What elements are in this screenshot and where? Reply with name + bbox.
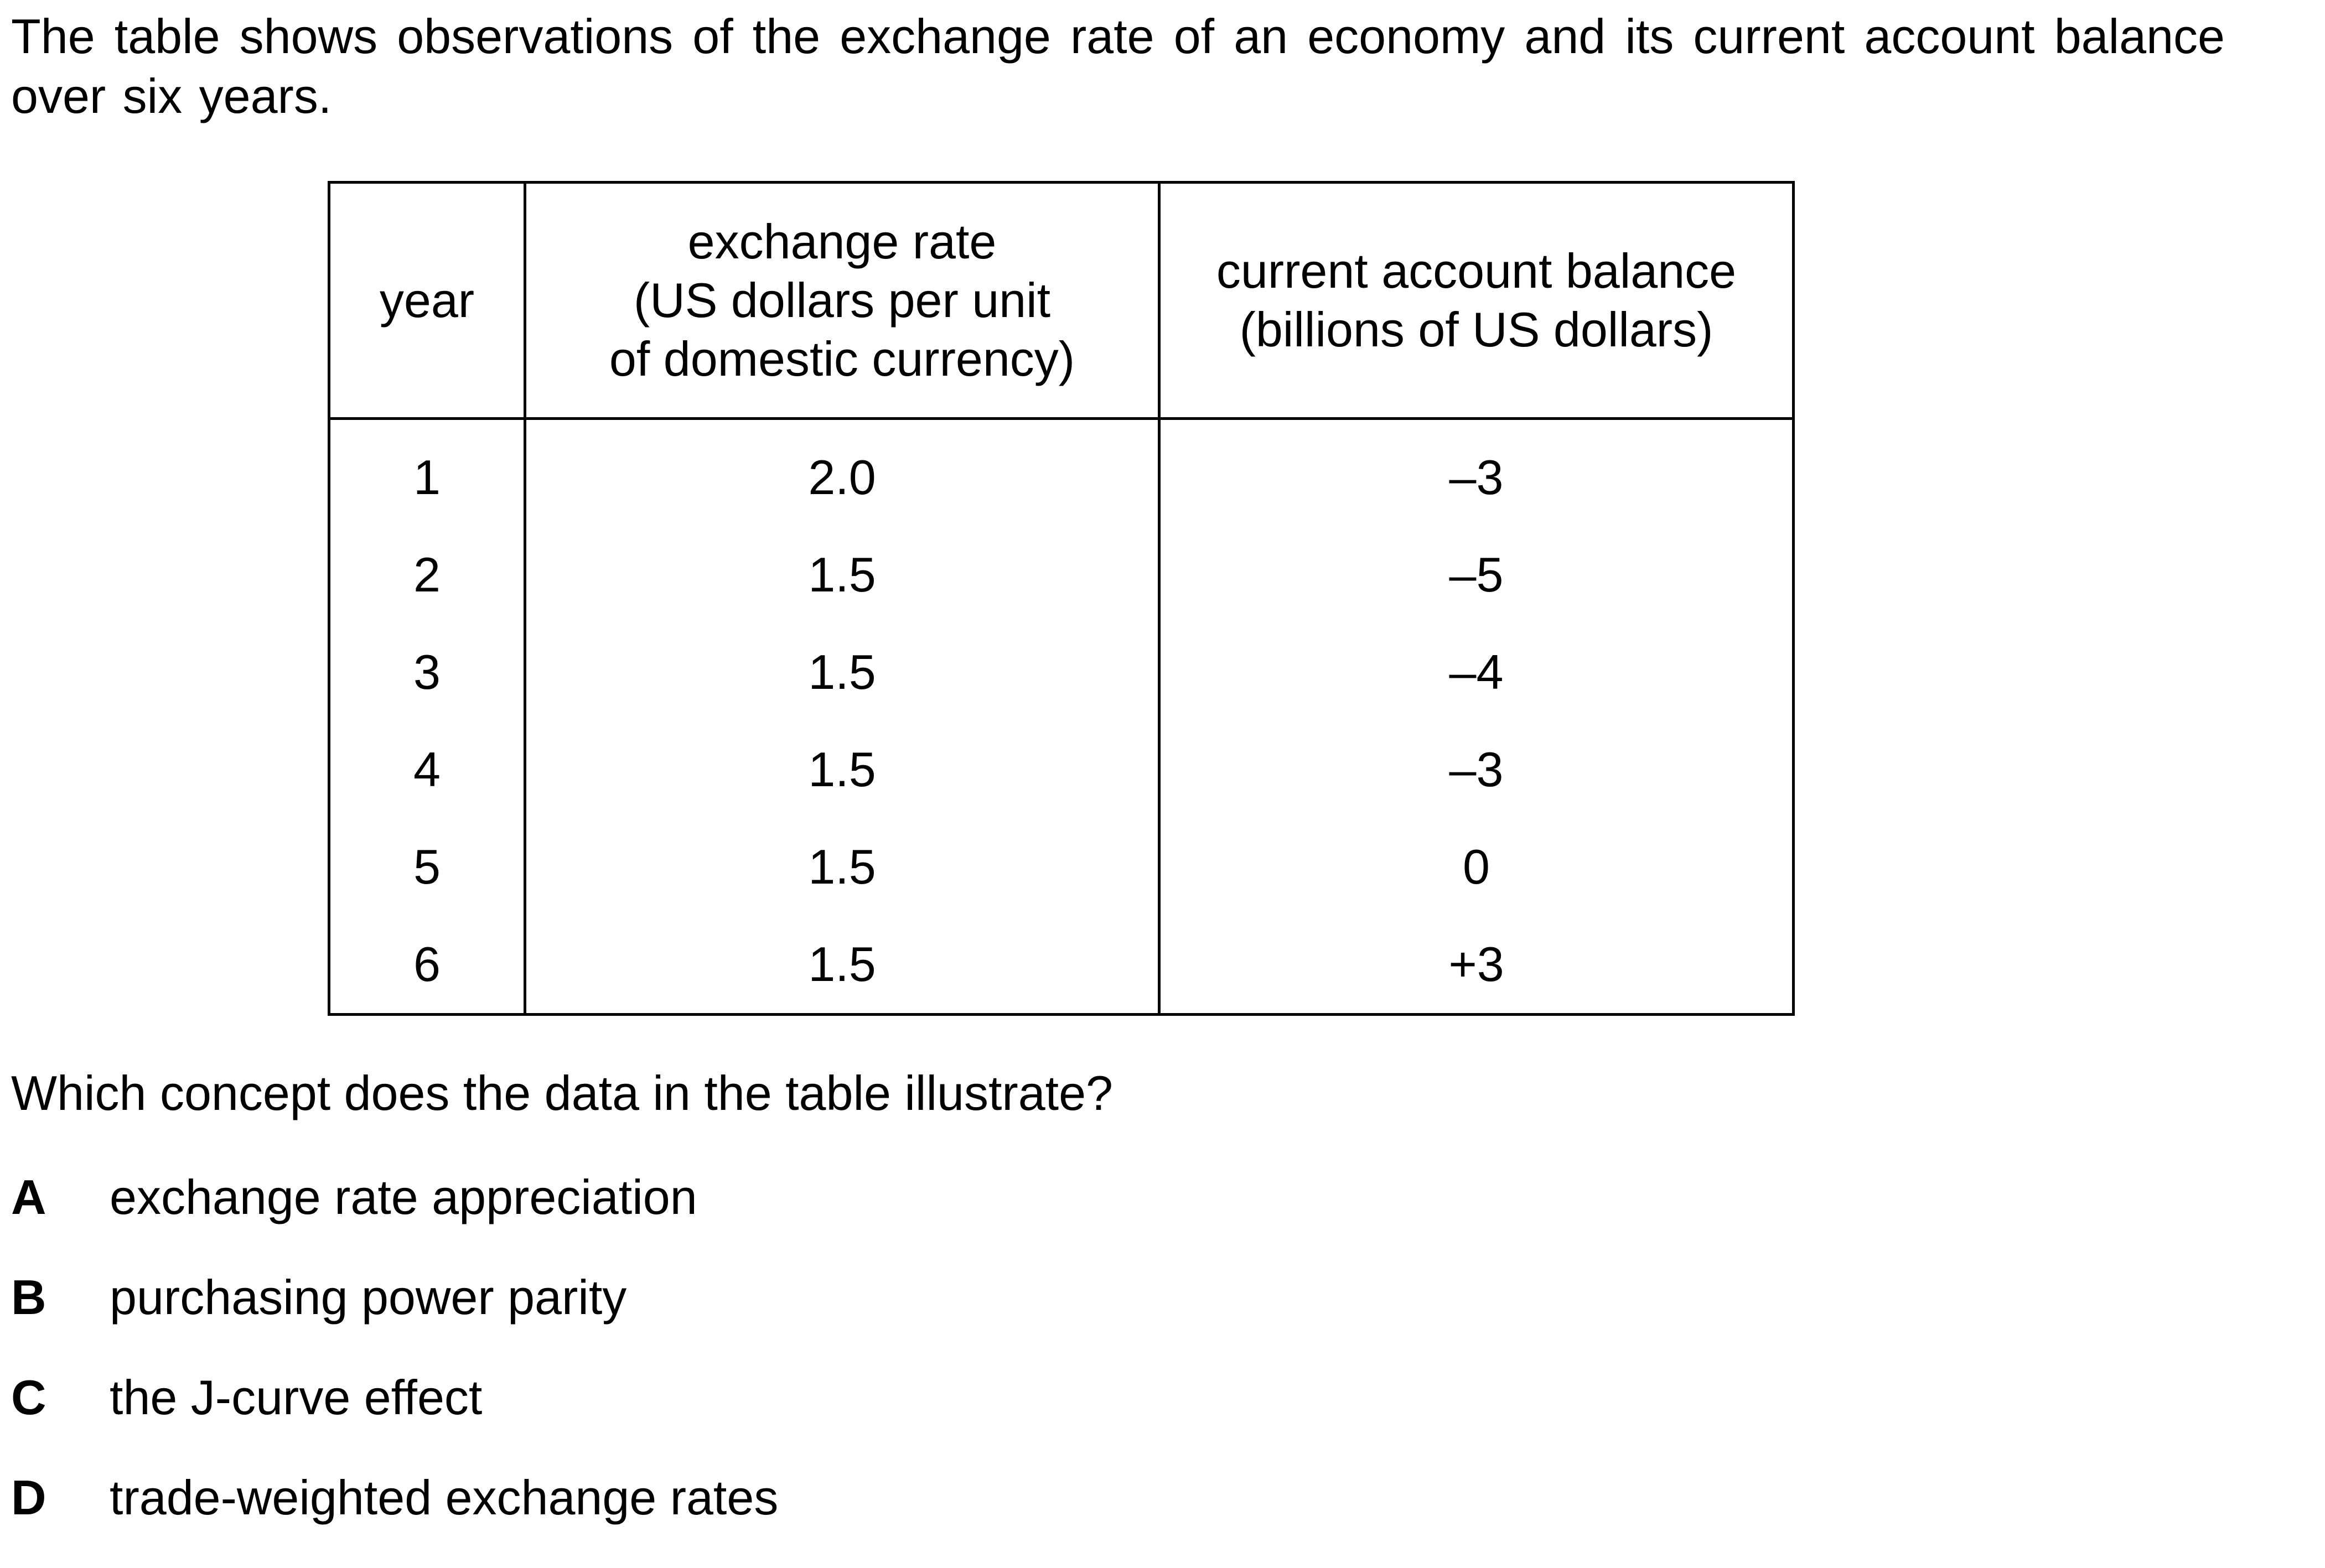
cell-exchange-rate: 1.5 [524,916,1161,1016]
table-header-row: year exchange rate (US dollars per unit … [328,181,1795,420]
option-letter: A [11,1170,46,1224]
cell-exchange-rate: 1.5 [524,721,1161,818]
cell-year: 1 [328,418,526,526]
option-c[interactable]: C the J-curve effect [11,1368,778,1468]
header-exchange-rate-line-2: (US dollars per unit [633,273,1051,328]
cell-year: 4 [328,721,526,818]
answer-options: A exchange rate appreciation B purchasin… [11,1167,778,1568]
option-letter: B [11,1270,46,1325]
cell-exchange-rate: 1.5 [524,526,1161,624]
option-b[interactable]: B purchasing power parity [11,1268,778,1368]
option-a[interactable]: A exchange rate appreciation [11,1167,778,1268]
cell-current-account-balance: 0 [1158,818,1795,916]
cell-year: 5 [328,818,526,916]
cell-current-account-balance: –4 [1158,624,1795,721]
cell-year: 6 [328,916,526,1016]
header-exchange-rate: exchange rate (US dollars per unit of do… [524,181,1161,420]
option-letter: D [11,1470,46,1525]
header-year: year [328,181,526,420]
option-text: purchasing power parity [110,1270,627,1325]
option-d[interactable]: D trade-weighted exchange rates [11,1468,778,1568]
table-row: 1 2.0 –3 [328,418,1795,526]
table-row: 5 1.5 0 [328,818,1795,916]
table-row: 2 1.5 –5 [328,526,1795,624]
exchange-rate-table: year exchange rate (US dollars per unit … [328,181,1795,1016]
header-cab-line-1: current account balance [1216,243,1737,298]
data-table-container: year exchange rate (US dollars per unit … [328,181,1795,1016]
table-row: 3 1.5 –4 [328,624,1795,721]
header-exchange-rate-line-3: of domestic currency) [609,331,1075,386]
cell-current-account-balance: –3 [1158,721,1795,818]
header-exchange-rate-line-1: exchange rate [687,214,997,269]
cell-current-account-balance: –5 [1158,526,1795,624]
cell-exchange-rate: 2.0 [524,418,1161,526]
table-row: 4 1.5 –3 [328,721,1795,818]
cell-current-account-balance: +3 [1158,916,1795,1016]
header-cab-line-2: (billions of US dollars) [1239,302,1713,357]
cell-year: 2 [328,526,526,624]
cell-exchange-rate: 1.5 [524,624,1161,721]
option-letter: C [11,1370,46,1425]
cell-current-account-balance: –3 [1158,418,1795,526]
intro-text: The table shows observations of the exch… [11,9,2225,123]
option-text: the J-curve effect [110,1370,483,1425]
table-row: 6 1.5 +3 [328,916,1795,1016]
question-text: Which concept does the data in the table… [11,1066,1113,1120]
header-current-account-balance: current account balance (billions of US … [1158,181,1795,420]
cell-year: 3 [328,624,526,721]
option-text: exchange rate appreciation [110,1170,697,1224]
cell-exchange-rate: 1.5 [524,818,1161,916]
option-text: trade-weighted exchange rates [110,1470,779,1525]
